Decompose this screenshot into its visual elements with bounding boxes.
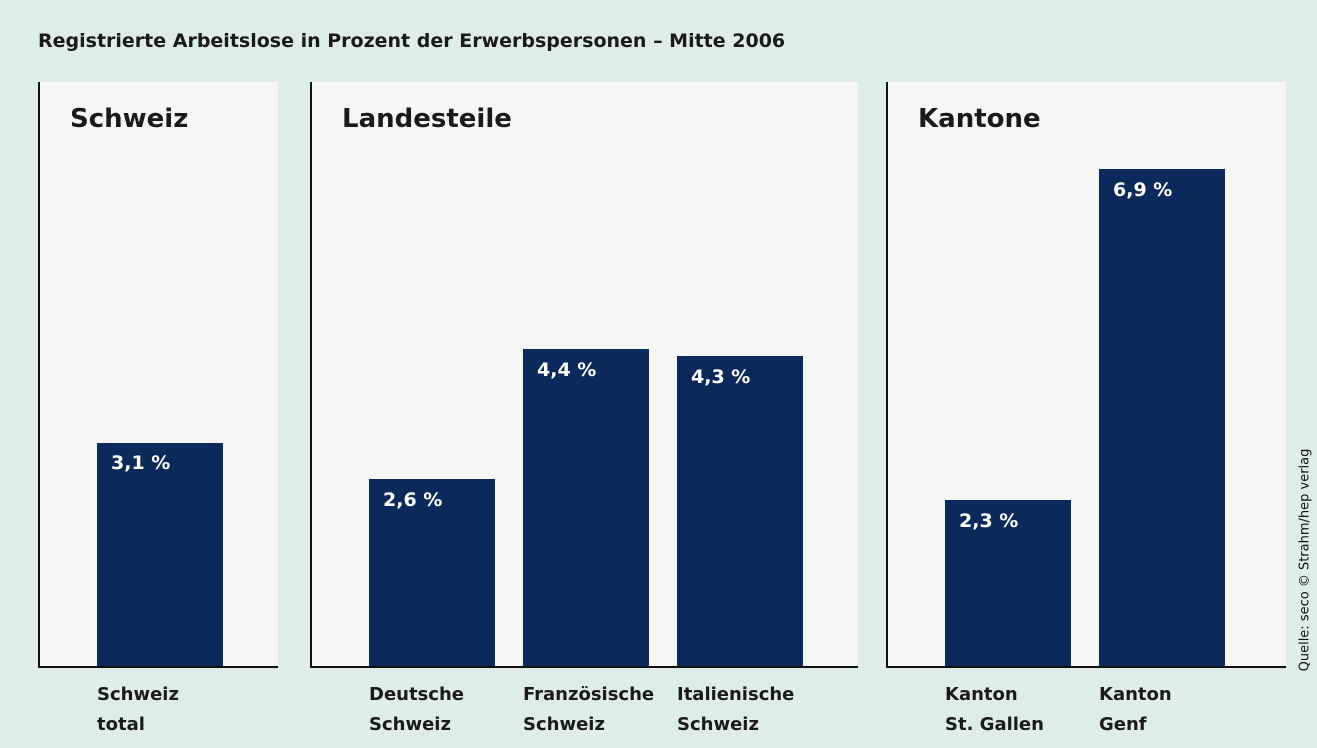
panel-title: Kantone (918, 104, 1041, 134)
category-label: Kanton St. Gallen (945, 684, 1044, 735)
panel-title: Landesteile (342, 104, 512, 134)
category-label: Schweiz total (97, 684, 179, 735)
bar (97, 442, 223, 666)
value-label: 4,4 % (537, 358, 597, 381)
bar (523, 348, 649, 666)
panel-title: Schweiz (70, 104, 189, 134)
panel: Kantone 2,3 % 6,9 % (886, 82, 1286, 668)
source-note: Quelle: seco © Strahm/hep verlag (1297, 448, 1313, 672)
bar (677, 355, 803, 666)
value-label: 2,6 % (383, 488, 443, 511)
category-label: Französische Schweiz (523, 684, 655, 735)
bar (1099, 168, 1225, 666)
panel: Landesteile 2,6 % 4,4 % 4,3 % (310, 82, 858, 668)
value-label: 4,3 % (691, 365, 751, 388)
category-label: Deutsche Schweiz (369, 684, 464, 735)
category-label: Kanton Genf (1099, 684, 1172, 735)
value-label: 2,3 % (959, 510, 1019, 533)
chart-title: Registrierte Arbeitslose in Prozent der … (38, 30, 786, 52)
panel: Schweiz 3,1 % (38, 82, 278, 668)
value-label: 3,1 % (111, 452, 171, 475)
category-label: Italienische Schweiz (677, 684, 795, 735)
bar (945, 500, 1071, 666)
value-label: 6,9 % (1113, 178, 1173, 201)
bar (369, 478, 495, 666)
